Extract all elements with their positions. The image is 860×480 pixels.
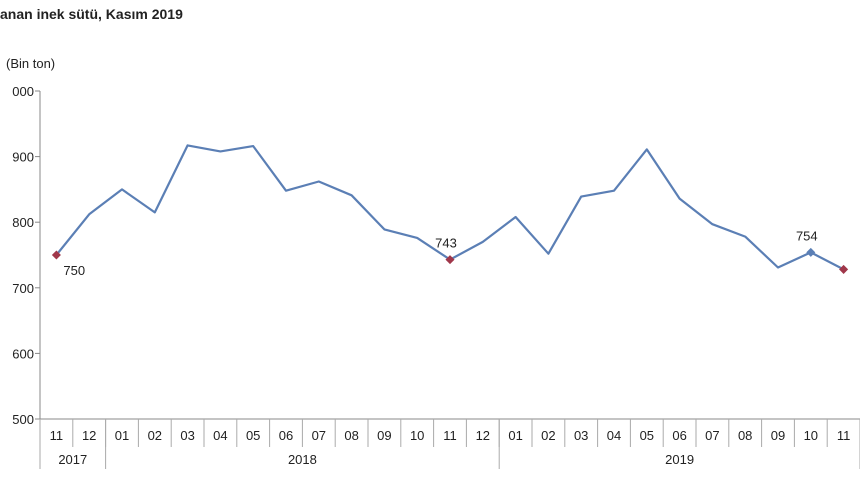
- x-tick-label: 04: [213, 428, 227, 443]
- data-label: 743: [435, 236, 457, 251]
- x-tick-label: 12: [82, 428, 96, 443]
- x-tick-label: 08: [738, 428, 752, 443]
- data-point-marker: [839, 264, 849, 274]
- x-tick-label: 05: [640, 428, 654, 443]
- x-tick-label: 09: [377, 428, 391, 443]
- x-tick-label: 02: [541, 428, 555, 443]
- y-tick-label: 500: [12, 412, 34, 427]
- series-line: [55, 144, 845, 271]
- y-tick-label: 900: [12, 150, 34, 165]
- x-tick-label: 12: [476, 428, 490, 443]
- x-tick-label: 10: [410, 428, 424, 443]
- y-tick-label: 000: [12, 84, 34, 99]
- x-tick-label: 09: [771, 428, 785, 443]
- chart-labels: 750 743 754: [63, 228, 817, 278]
- data-point-marker: [806, 247, 816, 257]
- x-tick-label: 11: [443, 428, 457, 443]
- y-tick-label: 700: [12, 281, 34, 296]
- x-tick-label: 01: [115, 428, 129, 443]
- data-label: 750: [63, 263, 85, 278]
- x-tick-label: 03: [574, 428, 588, 443]
- year-label: 2019: [665, 452, 694, 467]
- x-tick-label: 03: [180, 428, 194, 443]
- year-label: 2018: [288, 452, 317, 467]
- x-tick-label: 01: [508, 428, 522, 443]
- x-tick-label: 10: [804, 428, 818, 443]
- y-axis-label: (Bin ton): [6, 56, 55, 71]
- y-tick-label: 800: [12, 215, 34, 230]
- x-tick-label: 06: [672, 428, 686, 443]
- year-label: 2017: [58, 452, 87, 467]
- chart-title: anan inek sütü, Kasım 2019: [0, 6, 183, 22]
- chart-series: [51, 144, 849, 274]
- x-tick-label: 02: [148, 428, 162, 443]
- x-tick-label: 11: [837, 428, 851, 443]
- x-tick-label: 07: [705, 428, 719, 443]
- data-label: 754: [796, 228, 818, 243]
- chart-axes: (Bin ton) 500 600 700 800 900 000 11 12 01 02 03 04 0…: [6, 56, 860, 469]
- x-tick-label: 07: [312, 428, 326, 443]
- x-tick-label: 05: [246, 428, 260, 443]
- y-tick-label: 600: [12, 346, 34, 361]
- x-tick-label: 04: [607, 428, 621, 443]
- x-tick-label: 08: [344, 428, 358, 443]
- x-tick-label: 11: [50, 428, 64, 443]
- x-tick-label: 06: [279, 428, 293, 443]
